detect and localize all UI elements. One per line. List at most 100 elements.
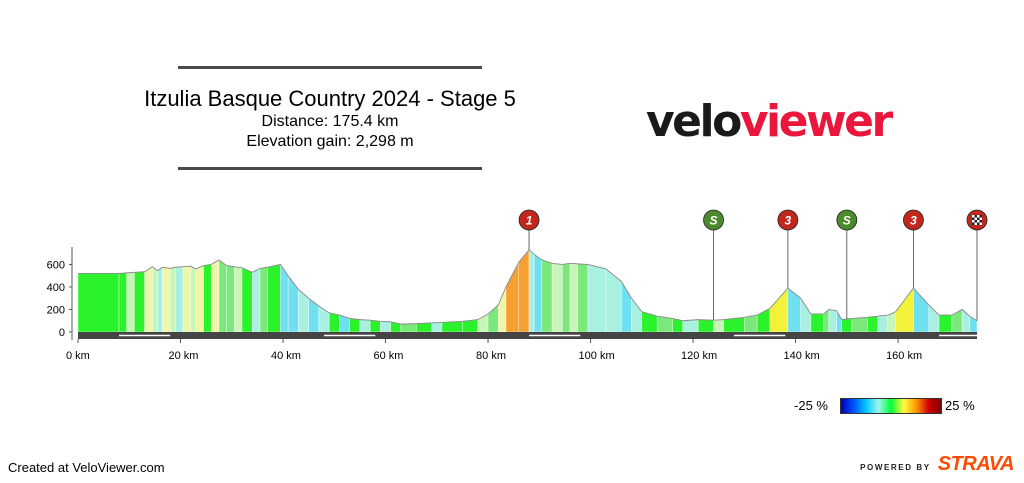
marker-badge-climb	[518, 209, 540, 231]
x-tick-label: 80 km	[476, 350, 506, 362]
profile-segment	[287, 275, 299, 333]
logo-text-velo: velo	[646, 96, 742, 147]
profile-segment	[505, 262, 519, 333]
stage-title: Itzulia Basque Country 2024 - Stage 5	[144, 86, 516, 111]
profile-segment	[895, 287, 914, 333]
x-tick-label: 0 km	[66, 350, 90, 362]
x-tick-label: 140 km	[784, 350, 820, 362]
finish-flag-cell	[979, 222, 982, 225]
stage-header: Itzulia Basque Country 2024 - Stage 5 Di…	[110, 66, 550, 170]
profile-segment	[498, 286, 507, 333]
created-at-link[interactable]: Created at VeloViewer.com	[8, 460, 165, 475]
x-tick-label: 160 km	[886, 350, 922, 362]
profile-segment	[938, 314, 953, 333]
marker-label: S	[710, 214, 718, 228]
elevation-profile-chart: 0 200 400 600 0 km 20 km 40 km 60 km 80 km 100 km…	[47, 209, 991, 362]
x-tick-label: 60 km	[374, 350, 404, 362]
profile-segment	[441, 321, 463, 333]
gradient-legend: -25 % 25 %	[790, 397, 1000, 415]
finish-flag-cell	[972, 215, 975, 218]
profile-segment	[851, 317, 868, 333]
profile-segment	[697, 319, 714, 333]
profile-segment	[241, 267, 253, 333]
stage-elevation-gain: Elevation gain: 2,298 m	[246, 133, 414, 150]
profile-segment	[551, 263, 563, 333]
y-tick-label: 400	[47, 282, 65, 294]
profile-segment	[867, 316, 878, 333]
x-tick-label: 20 km	[169, 350, 199, 362]
powered-by-text: POWERED BY	[860, 463, 931, 472]
profile-segment	[218, 259, 227, 333]
profile-segment	[951, 309, 963, 333]
profile-segment	[152, 266, 158, 333]
profile-segment	[416, 322, 432, 333]
profile-segment	[682, 319, 699, 333]
finish-flag-cell	[974, 220, 977, 223]
profile-segment	[328, 312, 340, 333]
profile-segment	[308, 297, 320, 333]
marker-badge-sprint	[703, 209, 724, 231]
profile-segment	[226, 265, 235, 333]
finish-flag-cell	[977, 217, 980, 220]
profile-segment	[126, 272, 135, 333]
profile-segment	[203, 264, 212, 333]
marker-label: S	[843, 214, 851, 228]
finish-flag-cell	[972, 220, 975, 223]
profile-segment	[631, 297, 642, 333]
profile-segment	[369, 319, 381, 333]
profile-segment	[528, 249, 535, 333]
road-base	[78, 332, 977, 339]
finish-flag-cell	[974, 222, 977, 225]
finish-flag-cell	[979, 217, 982, 220]
finish-flag-cell	[972, 217, 975, 220]
profile-segment	[157, 266, 163, 333]
profile-segment	[577, 263, 589, 333]
strava-logo: STRAVA	[937, 453, 1015, 475]
profile-segment	[182, 265, 191, 333]
marker-badge-sprint	[836, 209, 858, 231]
x-tick-label: 120 km	[681, 350, 717, 362]
profile-segment	[533, 253, 543, 333]
finish-flag-cell	[974, 217, 977, 220]
profile-segment	[810, 313, 824, 333]
profile-segment	[605, 268, 622, 333]
profile-outline	[78, 249, 978, 325]
x-tick-label: 40 km	[271, 350, 301, 362]
profile-segment	[400, 323, 417, 333]
y-tick-label: 600	[47, 259, 65, 271]
profile-segment	[913, 287, 930, 333]
profile-segment	[800, 297, 812, 333]
profile-segment	[713, 319, 725, 333]
profile-segment	[828, 309, 837, 333]
profile-segment	[195, 265, 204, 333]
finish-flag-cell	[977, 215, 980, 218]
legend-min-label: -25 %	[794, 398, 828, 413]
y-tick-label: 200	[47, 304, 65, 316]
header-rule-bottom	[178, 167, 482, 170]
profile-segment	[518, 249, 530, 333]
profile-segment	[787, 287, 801, 333]
finish-flag-cell	[977, 222, 980, 225]
profile-segment	[841, 318, 853, 333]
profile-segment	[259, 267, 268, 333]
profile-segment	[349, 318, 361, 333]
gradient-color-scale	[840, 398, 942, 414]
marker-label: 1	[526, 214, 533, 228]
profile-segment	[836, 309, 842, 333]
marker-label: 3	[785, 214, 792, 228]
profile-segment	[769, 287, 789, 333]
profile-segment	[431, 322, 443, 333]
profile-segment	[234, 266, 243, 333]
profile-segment	[118, 272, 127, 333]
logo-text-viewer: viewer	[739, 96, 893, 147]
profile-segment	[190, 265, 197, 333]
profile-segment	[252, 268, 261, 333]
profile-segment	[144, 266, 153, 333]
profile-segment	[587, 264, 607, 333]
profile-segment	[175, 266, 184, 333]
profile-segment	[569, 263, 578, 333]
profile-segment	[267, 264, 281, 333]
profile-segment	[77, 273, 120, 333]
marker-badge-climb	[903, 209, 924, 231]
finish-flag-cell	[977, 220, 980, 223]
